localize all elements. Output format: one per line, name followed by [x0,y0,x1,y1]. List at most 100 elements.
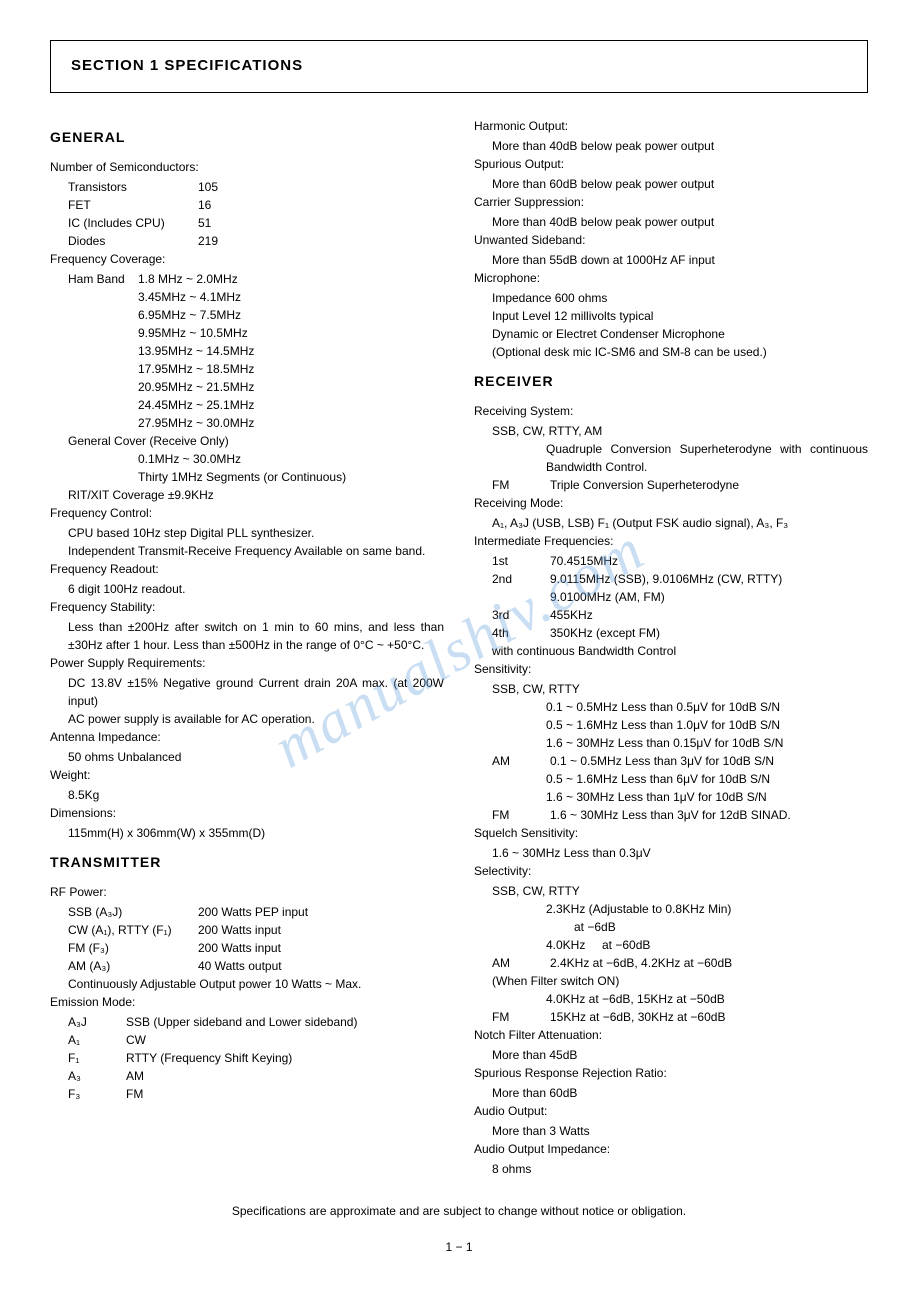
ham-band-label: Ham Band [68,270,138,288]
dim-val: 115mm(H) x 306mm(W) x 355mm(D) [50,824,444,842]
audio-imp-val: 8 ohms [474,1160,868,1178]
right-column: Harmonic Output: More than 40dB below pe… [474,117,868,1178]
sel-ssb-line: 2.3KHz (Adjustable to 0.8KHz Min) [474,900,868,918]
rx-mode-label: Receiving Mode: [474,494,868,512]
audio-imp-label: Audio Output Impedance: [474,1140,868,1158]
section-header: SECTION 1 SPECIFICATIONS [50,40,868,93]
semi-val: 51 [198,214,211,232]
psu-line: AC power supply is available for AC oper… [50,710,444,728]
audio-out-val: More than 3 Watts [474,1122,868,1140]
em-row: A₃JSSB (Upper sideband and Lower sideban… [50,1013,444,1031]
rf-val: 200 Watts PEP input [198,903,308,921]
squelch-val: 1.6 ~ 30MHz Less than 0.3μV [474,844,868,862]
if-val: 9.0115MHz (SSB), 9.0106MHz (CW, RTTY) [550,570,782,588]
sel-fm-val: 15KHz at −6dB, 30KHz at −60dB [550,1008,725,1026]
ant-val: 50 ohms Unbalanced [50,748,444,766]
weight-val: 8.5Kg [50,786,444,804]
rx-mode-val: A₁, A₃J (USB, LSB) F₁ (Output FSK audio … [474,514,868,532]
mic-line: Impedance 600 ohms [474,289,868,307]
emission-label: Emission Mode: [50,993,444,1011]
freq-stab-val: Less than ±200Hz after switch on 1 min t… [50,618,444,654]
sens-am-item: 1.6 ~ 30MHz Less than 1μV for 10dB S/N [474,788,868,806]
rit-xit: RIT/XIT Coverage ±9.9KHz [50,486,444,504]
em-row: A₁CW [50,1031,444,1049]
spur-rej-val: More than 60dB [474,1084,868,1102]
freq-ctrl-line: CPU based 10Hz step Digital PLL synthesi… [50,524,444,542]
ham-band-val: 20.95MHz ~ 21.5MHz [50,378,444,396]
rf-mode: AM (A₃) [68,957,198,975]
em-code: F₁ [68,1049,126,1067]
semi-name: IC (Includes CPU) [68,214,198,232]
semi-name: Diodes [68,232,198,250]
sel-ssb-label: SSB, CW, RTTY [474,882,868,900]
if-row: 1st70.4515MHz [474,552,868,570]
sel-filter-val: 4.0KHz at −6dB, 15KHz at −50dB [474,990,868,1008]
em-desc: AM [126,1067,144,1085]
rf-row: SSB (A₃J)200 Watts PEP input [50,903,444,921]
spurious-val: More than 60dB below peak power output [474,175,868,193]
sens-am-item: 0.5 ~ 1.6MHz Less than 6μV for 10dB S/N [474,770,868,788]
sens-am-label: AM [492,752,550,770]
semi-val: 16 [198,196,211,214]
sens-ssb-item: 0.5 ~ 1.6MHz Less than 1.0μV for 10dB S/… [474,716,868,734]
sel-label: Selectivity: [474,862,868,880]
semi-val: 219 [198,232,218,250]
rf-mode: CW (A₁), RTTY (F₁) [68,921,198,939]
rf-row: FM (F₃)200 Watts input [50,939,444,957]
em-row: F₃FM [50,1085,444,1103]
sens-am-item: 0.1 ~ 0.5MHz Less than 3μV for 10dB S/N [550,752,774,770]
freq-ctrl-line: Independent Transmit-Receive Frequency A… [50,542,444,560]
em-code: A₁ [68,1031,126,1049]
if-note: with continuous Bandwidth Control [474,642,868,660]
em-code: F₃ [68,1085,126,1103]
if-row: 2nd9.0115MHz (SSB), 9.0106MHz (CW, RTTY) [474,570,868,588]
em-row: A₃AM [50,1067,444,1085]
semi-name: FET [68,196,198,214]
ham-band-val: 6.95MHz ~ 7.5MHz [50,306,444,324]
if-row: 9.0100MHz (AM, FM) [474,588,868,606]
sel-am-label: AM [492,954,550,972]
receiver-heading: RECEIVER [474,371,868,392]
ham-band-row: Ham Band1.8 MHz ~ 2.0MHz [50,270,444,288]
unwanted-sb-label: Unwanted Sideband: [474,231,868,249]
ham-band-val: 27.95MHz ~ 30.0MHz [50,414,444,432]
mic-label: Microphone: [474,269,868,287]
if-val: 9.0100MHz (AM, FM) [550,588,665,606]
if-val: 455KHz [550,606,593,624]
rf-note: Continuously Adjustable Output power 10 … [50,975,444,993]
rf-power-label: RF Power: [50,883,444,901]
gen-cover-label: General Cover (Receive Only) [50,432,444,450]
mic-line: Dynamic or Electret Condenser Microphone [474,325,868,343]
page-number: 1 − 1 [50,1238,868,1256]
semi-row: IC (Includes CPU)51 [50,214,444,232]
notch-label: Notch Filter Attenuation: [474,1026,868,1044]
if-ord: 4th [492,624,550,642]
gen-cover-seg: Thirty 1MHz Segments (or Continuous) [50,468,444,486]
sel-filter-note: (When Filter switch ON) [474,972,868,990]
em-code: A₃ [68,1067,126,1085]
if-label: Intermediate Frequencies: [474,532,868,550]
weight-label: Weight: [50,766,444,784]
footer-note: Specifications are approximate and are s… [50,1202,868,1220]
harmonic-val: More than 40dB below peak power output [474,137,868,155]
semi-row: Transistors105 [50,178,444,196]
sens-ssb-item: 1.6 ~ 30MHz Less than 0.15μV for 10dB S/… [474,734,868,752]
sel-ssb-3b: at −60dB [602,936,650,954]
audio-out-label: Audio Output: [474,1102,868,1120]
content-columns: GENERAL Number of Semiconductors: Transi… [50,117,868,1178]
sel-am-val: 2.4KHz at −6dB, 4.2KHz at −60dB [550,954,732,972]
if-row: 4th350KHz (except FM) [474,624,868,642]
unwanted-sb-val: More than 55dB down at 1000Hz AF input [474,251,868,269]
rf-row: AM (A₃)40 Watts output [50,957,444,975]
ham-band-val: 24.45MHz ~ 25.1MHz [50,396,444,414]
mic-line: (Optional desk mic IC-SM6 and SM-8 can b… [474,343,868,361]
if-val: 70.4515MHz [550,552,618,570]
carrier-val: More than 40dB below peak power output [474,213,868,231]
ham-band-val: 3.45MHz ~ 4.1MHz [50,288,444,306]
if-row: 3rd455KHz [474,606,868,624]
if-ord [492,588,550,606]
psu-line: DC 13.8V ±15% Negative ground Current dr… [50,674,444,710]
squelch-label: Squelch Sensitivity: [474,824,868,842]
freq-readout-val: 6 digit 100Hz readout. [50,580,444,598]
rf-val: 200 Watts input [198,921,281,939]
